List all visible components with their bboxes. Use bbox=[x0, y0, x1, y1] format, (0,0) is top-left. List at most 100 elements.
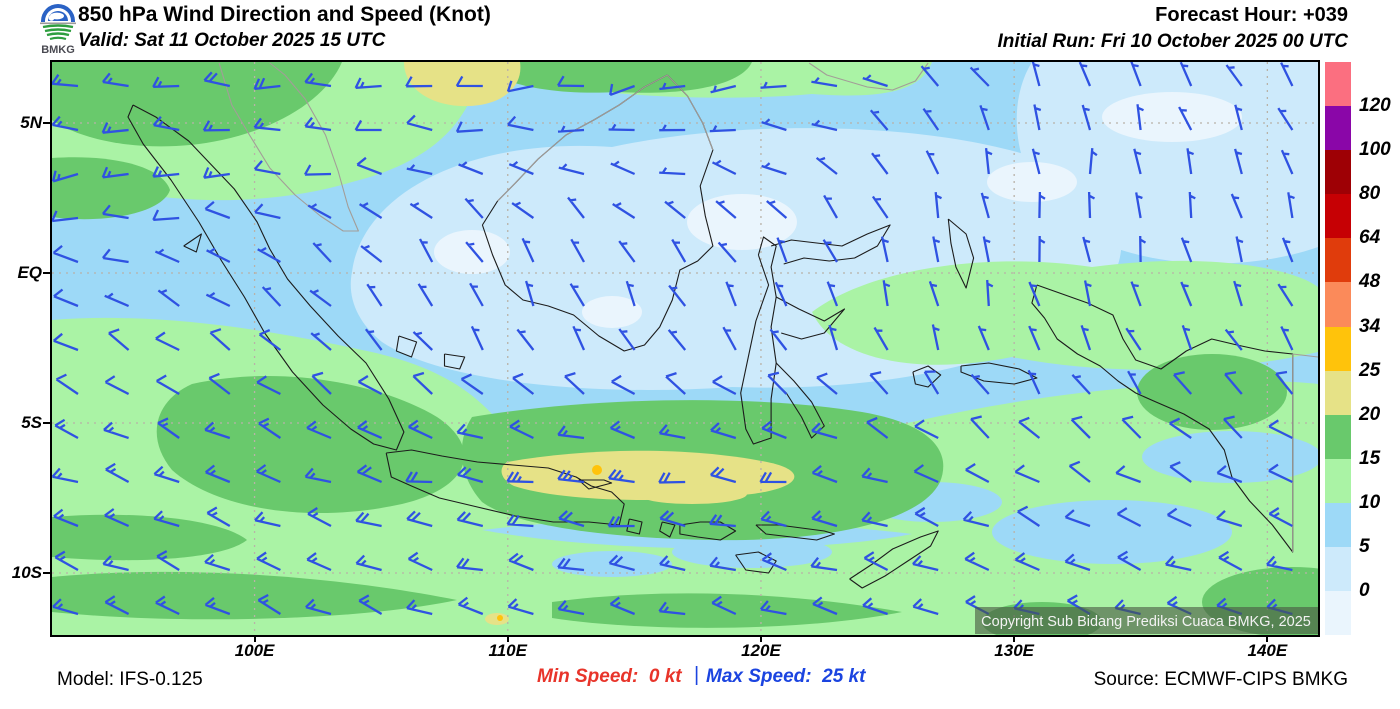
wind-speed-region bbox=[582, 296, 642, 328]
coastline-indonesia bbox=[1031, 284, 1294, 553]
coastline-foreign bbox=[497, 74, 714, 202]
colorbar-label: 34 bbox=[1359, 315, 1381, 337]
y-axis-tick bbox=[43, 122, 51, 124]
bmkg-logo-icon bbox=[40, 4, 76, 41]
x-axis-label: 140E bbox=[1247, 641, 1288, 660]
wind-speed-region bbox=[52, 62, 342, 147]
coastline-indonesia bbox=[395, 335, 418, 358]
page-title: 850 hPa Wind Direction and Speed (Knot) bbox=[78, 3, 491, 26]
wind-speed-region bbox=[52, 157, 170, 220]
y-axis-label: 5S bbox=[21, 413, 42, 432]
colorbar-segment bbox=[1325, 546, 1351, 592]
wind-speed-region bbox=[1016, 62, 1318, 264]
coastline-indonesia bbox=[849, 530, 939, 589]
coastline-indonesia bbox=[770, 224, 891, 265]
colorbar-label: 48 bbox=[1359, 271, 1381, 293]
colorbar-segment bbox=[1325, 282, 1351, 327]
colorbar-label: 0 bbox=[1359, 579, 1370, 601]
forecast-hour-label: Forecast Hour: +039 bbox=[1155, 4, 1348, 26]
wind-speed-region bbox=[592, 465, 602, 475]
coastline-indonesia bbox=[947, 218, 975, 289]
colorbar-segment bbox=[1325, 414, 1351, 460]
coastline-indonesia bbox=[578, 479, 613, 490]
coastline-foreign bbox=[218, 62, 359, 232]
coastline-indonesia bbox=[735, 551, 777, 574]
colorbar-label: 10 bbox=[1359, 491, 1381, 513]
colorbar-label: 25 bbox=[1359, 359, 1381, 381]
coastline-indonesia bbox=[740, 236, 777, 445]
wind-speed-region bbox=[992, 500, 1232, 564]
coastline-indonesia bbox=[775, 296, 846, 340]
coastline-indonesia bbox=[183, 233, 202, 253]
x-axis-label: 120E bbox=[741, 641, 781, 660]
x-axis-tick bbox=[253, 635, 256, 642]
x-axis-tick bbox=[1266, 635, 1269, 642]
wind-speed-colorbar: 120 100 80 64 48 34 25 20 15 10 5 0 bbox=[1325, 62, 1400, 636]
colorbar-label: 80 bbox=[1359, 183, 1381, 205]
model-label: Model: IFS-0.125 bbox=[57, 669, 203, 690]
bmkg-logo: BMKG bbox=[38, 1, 78, 59]
colorbar-segment bbox=[1325, 326, 1351, 372]
copyright-overlay bbox=[975, 607, 1318, 634]
source-label: Source: ECMWF-CIPS BMKG bbox=[1093, 669, 1348, 690]
min-speed-label: Min Speed: 0 kt bbox=[537, 666, 682, 687]
colorbar-segment bbox=[1325, 62, 1351, 107]
coastline-indonesia bbox=[960, 362, 1038, 385]
colorbar-label: 20 bbox=[1359, 403, 1381, 425]
wind-speed-region bbox=[52, 514, 247, 561]
wind-speed-region bbox=[812, 260, 1318, 370]
wind-speed-region bbox=[987, 162, 1077, 202]
wind-speed-region bbox=[672, 536, 832, 568]
wind-map-svg: Copyright Sub Bidang Prediksi Cuaca BMKG… bbox=[51, 60, 1382, 642]
x-axis-label: 110E bbox=[488, 641, 527, 660]
colorbar-segment bbox=[1325, 106, 1351, 151]
wind-speed-region bbox=[485, 613, 509, 625]
colorbar-segment bbox=[1325, 370, 1351, 416]
colorbar-segment bbox=[1325, 502, 1351, 548]
y-axis-tick bbox=[43, 422, 51, 424]
wind-speed-region bbox=[404, 62, 521, 107]
y-axis-label: 10S bbox=[11, 563, 42, 582]
colorbar-segment bbox=[1325, 458, 1351, 504]
colorbar-segment bbox=[1325, 238, 1351, 283]
colorbar-segment bbox=[1325, 150, 1351, 195]
colorbar-segment bbox=[1325, 590, 1351, 636]
y-axis-label: EQ bbox=[17, 263, 42, 282]
colorbar-label: 5 bbox=[1359, 535, 1370, 557]
wind-speed-region bbox=[1102, 92, 1242, 142]
x-axis-tick bbox=[506, 635, 509, 642]
initial-run-label: Initial Run: Fri 10 October 2025 00 UTC bbox=[997, 31, 1348, 52]
wind-speed-region bbox=[647, 277, 737, 347]
wind-barbs bbox=[51, 60, 1295, 616]
x-axis-tick bbox=[1013, 635, 1016, 642]
coastline-indonesia bbox=[443, 353, 466, 370]
valid-time-label: Valid: Sat 11 October 2025 15 UTC bbox=[78, 30, 386, 51]
y-axis-label: 5N bbox=[20, 113, 42, 132]
colorbar-label: 120 bbox=[1359, 95, 1391, 117]
copyright-text: Copyright Sub Bidang Prediksi Cuaca BMKG… bbox=[981, 614, 1311, 630]
coastline-indonesia bbox=[679, 521, 737, 541]
x-axis-label: 100E bbox=[234, 641, 275, 660]
x-axis-tick bbox=[759, 635, 762, 642]
max-speed-label: Max Speed: 25 kt bbox=[706, 666, 866, 687]
y-axis-tick bbox=[43, 272, 51, 274]
coastline-indonesia bbox=[659, 521, 676, 538]
wind-speed-region bbox=[1137, 354, 1287, 430]
bmkg-logo-label: BMKG bbox=[41, 44, 75, 56]
wind-speed-region bbox=[1142, 431, 1322, 483]
coastline-foreign bbox=[808, 62, 929, 91]
coastline-foreign bbox=[1292, 353, 1319, 358]
x-axis-label: 130E bbox=[994, 641, 1034, 660]
wind-speed-region bbox=[497, 615, 503, 621]
coastline-indonesia bbox=[912, 365, 942, 388]
wind-speed-region bbox=[637, 484, 747, 504]
wind-speed-region bbox=[687, 194, 797, 250]
map-canvas: Copyright Sub Bidang Prediksi Cuaca BMKG… bbox=[50, 60, 1382, 642]
colorbar-label: 100 bbox=[1359, 139, 1391, 161]
wind-speed-region bbox=[434, 230, 510, 274]
min-max-separator: | bbox=[694, 664, 700, 686]
y-axis-tick bbox=[43, 572, 51, 574]
colorbar-segment bbox=[1325, 194, 1351, 239]
colorbar-label: 15 bbox=[1359, 447, 1381, 469]
